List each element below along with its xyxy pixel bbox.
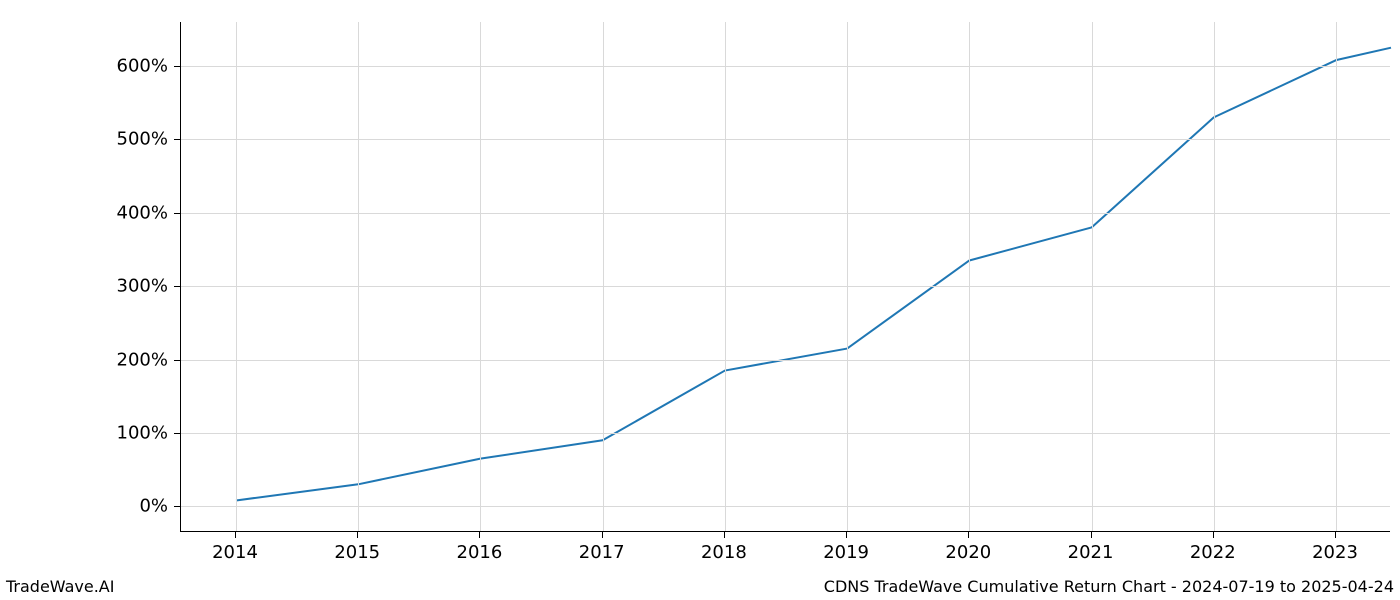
y-tick: [174, 360, 180, 361]
x-tick: [724, 532, 725, 538]
y-axis-label: 300%: [117, 276, 168, 297]
gridline-vertical: [1092, 22, 1093, 531]
x-tick: [1213, 532, 1214, 538]
x-axis-label: 2014: [212, 542, 258, 563]
y-tick: [174, 286, 180, 287]
gridline-vertical: [847, 22, 848, 531]
x-axis-label: 2022: [1190, 542, 1236, 563]
x-axis-label: 2019: [823, 542, 869, 563]
y-axis-label: 0%: [139, 496, 168, 517]
x-tick: [357, 532, 358, 538]
y-axis-label: 200%: [117, 349, 168, 370]
x-tick: [846, 532, 847, 538]
x-axis-label: 2015: [334, 542, 380, 563]
gridline-horizontal: [181, 433, 1390, 434]
y-axis-label: 400%: [117, 202, 168, 223]
x-tick: [1091, 532, 1092, 538]
y-tick: [174, 433, 180, 434]
gridline-vertical: [1214, 22, 1215, 531]
gridline-vertical: [603, 22, 604, 531]
x-axis-label: 2016: [457, 542, 503, 563]
plot-area: [180, 22, 1390, 532]
y-tick: [174, 139, 180, 140]
y-axis-label: 100%: [117, 422, 168, 443]
gridline-vertical: [1336, 22, 1337, 531]
footer-right-caption: CDNS TradeWave Cumulative Return Chart -…: [824, 577, 1394, 596]
gridline-vertical: [969, 22, 970, 531]
x-axis-label: 2017: [579, 542, 625, 563]
x-axis-label: 2023: [1312, 542, 1358, 563]
gridline-vertical: [236, 22, 237, 531]
x-tick: [235, 532, 236, 538]
gridline-horizontal: [181, 506, 1390, 507]
x-axis-label: 2018: [701, 542, 747, 563]
x-axis-label: 2020: [945, 542, 991, 563]
y-axis-label: 600%: [117, 56, 168, 77]
gridline-horizontal: [181, 360, 1390, 361]
gridline-horizontal: [181, 66, 1390, 67]
y-tick: [174, 66, 180, 67]
x-tick: [602, 532, 603, 538]
gridline-horizontal: [181, 139, 1390, 140]
y-tick: [174, 506, 180, 507]
x-tick: [1335, 532, 1336, 538]
x-tick: [479, 532, 480, 538]
footer-left-brand: TradeWave.AI: [6, 577, 114, 596]
x-tick: [968, 532, 969, 538]
line-layer: [181, 22, 1391, 532]
y-tick: [174, 213, 180, 214]
x-axis-label: 2021: [1068, 542, 1114, 563]
y-axis-label: 500%: [117, 129, 168, 150]
gridline-vertical: [725, 22, 726, 531]
chart-container: TradeWave.AI CDNS TradeWave Cumulative R…: [0, 0, 1400, 600]
gridline-vertical: [358, 22, 359, 531]
gridline-horizontal: [181, 286, 1390, 287]
gridline-horizontal: [181, 213, 1390, 214]
gridline-vertical: [480, 22, 481, 531]
